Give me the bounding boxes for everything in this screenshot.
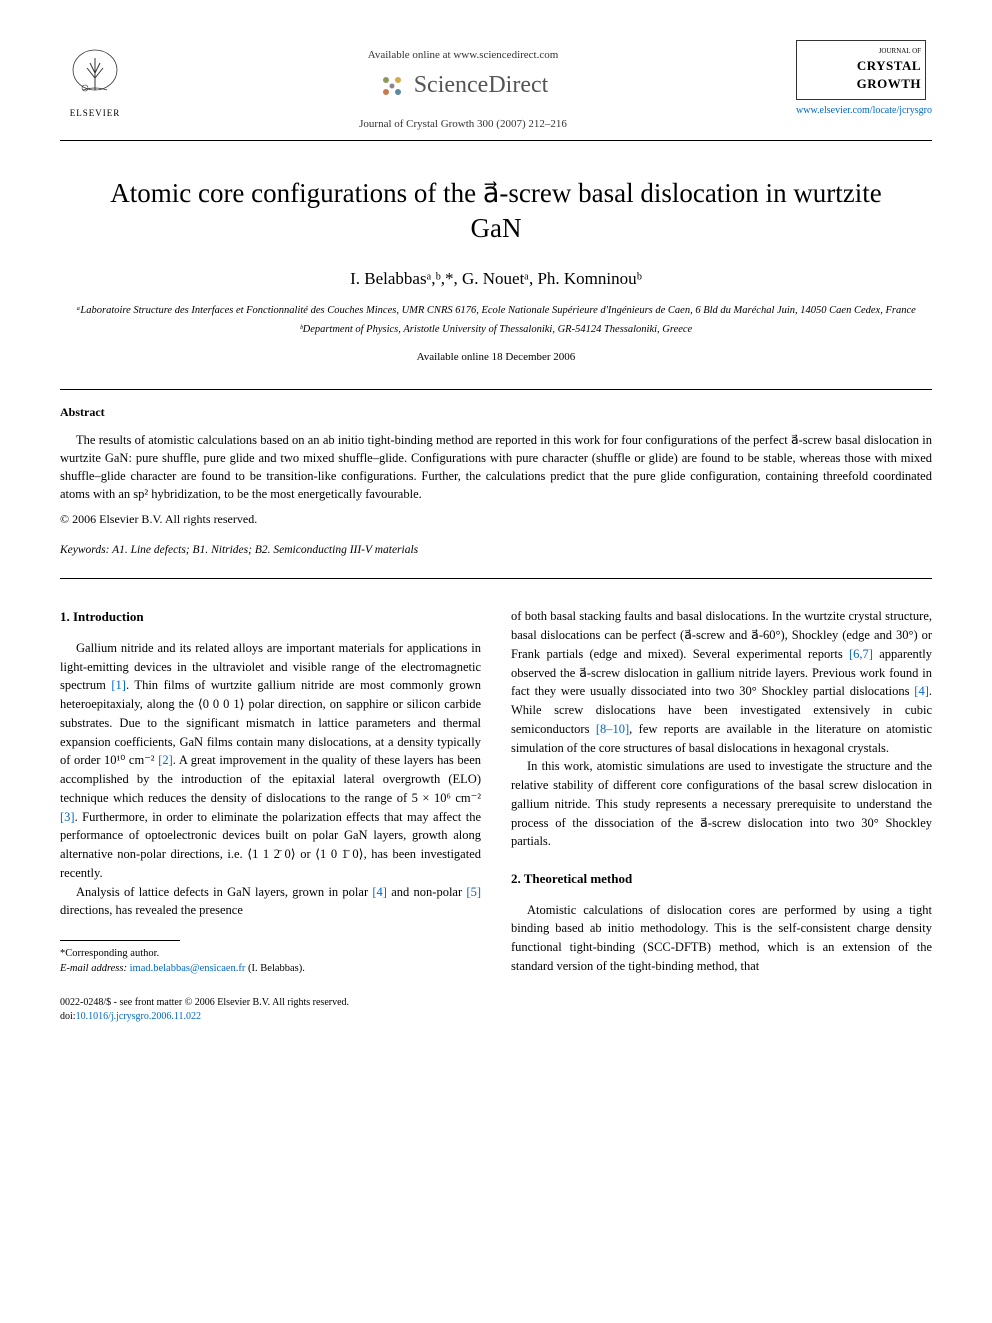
ref-link-2[interactable]: [2] [158,753,173,767]
journal-logo-col: JOURNAL OF CRYSTAL GROWTH www.elsevier.c… [796,40,932,118]
sciencedirect-label: ScienceDirect [414,69,549,103]
abstract-heading: Abstract [60,404,932,421]
abstract-text: The results of atomistic calculations ba… [60,431,932,504]
header-rule [60,140,932,141]
journal-logo-small: JOURNAL OF [801,47,921,57]
front-matter-line: 0022-0248/$ - see front matter © 2006 El… [60,996,932,1010]
footnote-block: *Corresponding author. E-mail address: i… [60,947,481,976]
intro-p4: In this work, atomistic simulations are … [511,757,932,851]
abstract-body: The results of atomistic calculations ba… [60,433,932,501]
journal-logo-box: JOURNAL OF CRYSTAL GROWTH [796,40,926,100]
affiliation-b: ᵇDepartment of Physics, Aristotle Univer… [60,323,932,338]
elsevier-label: ELSEVIER [70,107,121,120]
ref-link-810[interactable]: [8–10] [596,722,629,736]
available-date: Available online 18 December 2006 [60,350,932,365]
right-column: of both basal stacking faults and basal … [511,607,932,976]
body-columns: 1. Introduction Gallium nitride and its … [60,607,932,976]
journal-citation: Journal of Crystal Growth 300 (2007) 212… [130,117,796,132]
intro-p2-b: and non-polar [387,885,466,899]
ref-link-4[interactable]: [4] [372,885,387,899]
intro-p2-a: Analysis of lattice defects in GaN layer… [76,885,372,899]
intro-p2-c: directions, has revealed the presence [60,903,243,917]
intro-p1-d: . Furthermore, in order to eliminate the… [60,810,481,880]
paper-title: Atomic core configurations of the a⃗-scr… [100,176,892,246]
keywords: Keywords: A1. Line defects; B1. Nitrides… [60,542,932,558]
corresponding-author: *Corresponding author. [60,947,481,962]
journal-logo-crystal: CRYSTAL [801,57,921,75]
email-link[interactable]: imad.belabbas@ensicaen.fr [130,963,246,974]
ref-link-4b[interactable]: [4] [914,684,929,698]
doi-label: doi: [60,1011,76,1022]
journal-logo-growth: GROWTH [801,75,921,93]
doi-line: doi:10.1016/j.jcrysgro.2006.11.022 [60,1010,932,1024]
email-label: E-mail address: [60,963,130,974]
email-name: (I. Belabbas). [245,963,304,974]
journal-link[interactable]: www.elsevier.com/locate/jcrysgro [796,104,932,118]
sciencedirect-icon [378,72,406,100]
abstract-rule-top [60,389,932,390]
sciencedirect-row: ScienceDirect [130,69,796,103]
copyright: © 2006 Elsevier B.V. All rights reserved… [60,511,932,528]
abstract-block: Abstract The results of atomistic calcul… [60,404,932,558]
intro-p1: Gallium nitride and its related alloys a… [60,639,481,883]
elsevier-tree-icon [65,48,125,103]
doi-link[interactable]: 10.1016/j.jcrysgro.2006.11.022 [76,1011,201,1022]
method-p1: Atomistic calculations of dislocation co… [511,901,932,976]
intro-p3: of both basal stacking faults and basal … [511,607,932,757]
header-row: ELSEVIER Available online at www.science… [60,40,932,132]
email-line: E-mail address: imad.belabbas@ensicaen.f… [60,962,481,977]
available-online-text: Available online at www.sciencedirect.co… [130,48,796,63]
abstract-rule-bottom [60,578,932,579]
method-heading: 2. Theoretical method [511,869,932,889]
ref-link-1[interactable]: [1] [111,678,126,692]
elsevier-logo: ELSEVIER [60,40,130,120]
ref-link-3[interactable]: [3] [60,810,75,824]
intro-p2: Analysis of lattice defects in GaN layer… [60,883,481,921]
affiliation-a: ᵃLaboratoire Structure des Interfaces et… [60,304,932,319]
left-column: 1. Introduction Gallium nitride and its … [60,607,481,976]
paper-page: ELSEVIER Available online at www.science… [0,0,992,1064]
intro-heading: 1. Introduction [60,607,481,627]
footnote-separator [60,940,180,941]
ref-link-67[interactable]: [6,7] [849,647,873,661]
ref-link-5[interactable]: [5] [466,885,481,899]
bottom-info: 0022-0248/$ - see front matter © 2006 El… [60,996,932,1024]
header-center: Available online at www.sciencedirect.co… [130,40,796,132]
authors: I. Belabbasᵃ,ᵇ,*, G. Nouetᵃ, Ph. Komnino… [60,267,932,291]
